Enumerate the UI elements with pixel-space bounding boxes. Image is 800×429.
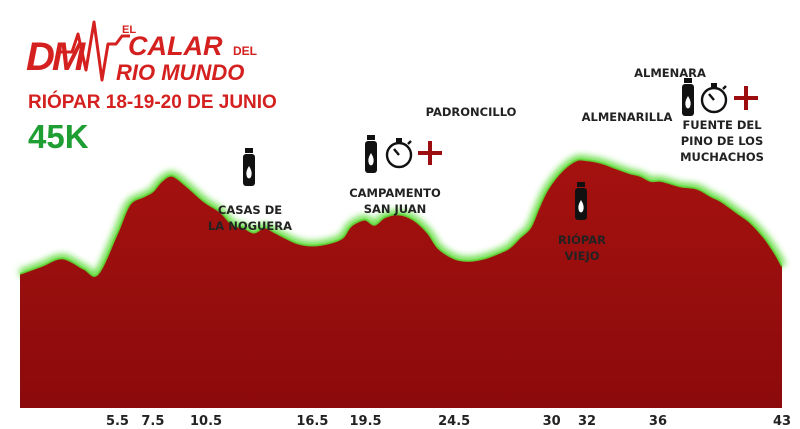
waypoint-annotation: ALMENARA [634, 66, 706, 80]
waypoint-label: FUENTE DEL [682, 118, 762, 132]
waypoint-label: VIEJO [564, 249, 599, 263]
waypoint-annotation: PADRONCILLO [426, 105, 517, 119]
x-tick-label: 19.5 [350, 414, 382, 429]
profile-group [18, 154, 786, 408]
event-dates: RIÓPAR 18-19-20 DE JUNIO [28, 91, 277, 113]
first-aid-cross-icon [418, 141, 442, 165]
waypoint-label: ALMENARILLA [582, 110, 673, 124]
x-tick-label: 16.5 [296, 414, 328, 429]
logo-mark-text: DM [26, 35, 87, 79]
water-bottle-icon [365, 135, 377, 173]
event-logo: DM EL CALAR DEL RIO MUNDO RIÓPAR 18-19-2… [26, 20, 277, 155]
x-tick-label: 5.5 [106, 414, 129, 429]
x-tick-label: 36 [649, 414, 667, 429]
profile-area [20, 159, 782, 408]
waypoint-annotation: CASAS DE LA NOGUERA [208, 148, 292, 233]
waypoint-label: PINO DE LOS [681, 134, 764, 148]
logo-del: DEL [233, 44, 257, 58]
waypoint-annotation: CAMPAMENTO SAN JUAN [349, 135, 442, 216]
waypoint-label: CASAS DE [218, 203, 282, 217]
x-tick-label: 32 [578, 414, 596, 429]
waypoint-label: ALMENARA [634, 66, 706, 80]
x-axis-ticks: 5.5 7.5 10.5 16.5 19.5 24.5 30 32 36 43 [106, 414, 791, 429]
water-bottle-icon [243, 148, 255, 186]
waypoint-annotation: RIÓPAR VIEJO [558, 182, 606, 263]
logo-mark: DM [26, 20, 130, 82]
heartbeat-line-icon [60, 20, 130, 82]
logo-calar: CALAR [128, 31, 223, 61]
waypoint-label: SAN JUAN [364, 202, 427, 216]
waypoint-annotation: FUENTE DEL PINO DE LOS MUCHACHOS [680, 78, 764, 164]
x-tick-label: 43 [773, 414, 791, 429]
x-tick-label: 30 [543, 414, 561, 429]
annotations: CASAS DE LA NOGUERA CAMPAMENTO SAN JUAN PADR… [208, 66, 764, 263]
profile-edge [19, 158, 783, 277]
water-bottle-icon [682, 78, 694, 116]
water-bottle-icon [575, 182, 587, 220]
first-aid-cross-icon [734, 86, 758, 110]
waypoint-label: LA NOGUERA [208, 219, 292, 233]
waypoint-label: RIÓPAR [558, 232, 606, 247]
waypoint-label: CAMPAMENTO [349, 186, 441, 200]
x-tick-label: 7.5 [141, 414, 164, 429]
waypoint-annotation: ALMENARILLA [582, 110, 673, 124]
x-tick-label: 24.5 [438, 414, 470, 429]
waypoint-label: PADRONCILLO [426, 105, 517, 119]
stopwatch-icon [700, 83, 728, 114]
logo-el: EL [122, 24, 136, 36]
race-distance: 45K [28, 118, 89, 155]
x-tick-label: 10.5 [190, 414, 222, 429]
stopwatch-icon [385, 138, 413, 169]
logo-rio-mundo: RIO MUNDO [116, 60, 244, 85]
waypoint-label: MUCHACHOS [680, 150, 764, 164]
